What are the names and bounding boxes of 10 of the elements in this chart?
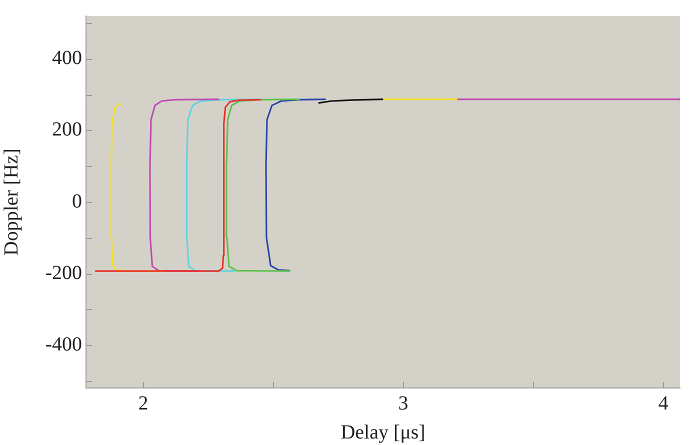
y-tick-label: -400 <box>45 333 82 356</box>
x-tick-label: 2 <box>138 392 148 414</box>
x-tick-label: 3 <box>398 392 408 414</box>
y-axis-title: Doppler [Hz] <box>0 148 22 256</box>
x-axis-title: Delay [μs] <box>340 421 426 444</box>
x-tick-label: 4 <box>658 392 668 414</box>
y-tick-label: 400 <box>52 47 82 70</box>
y-tick-label: 0 <box>72 190 82 212</box>
y-tick-label: -200 <box>45 262 82 284</box>
y-tick-label: 200 <box>52 118 82 141</box>
